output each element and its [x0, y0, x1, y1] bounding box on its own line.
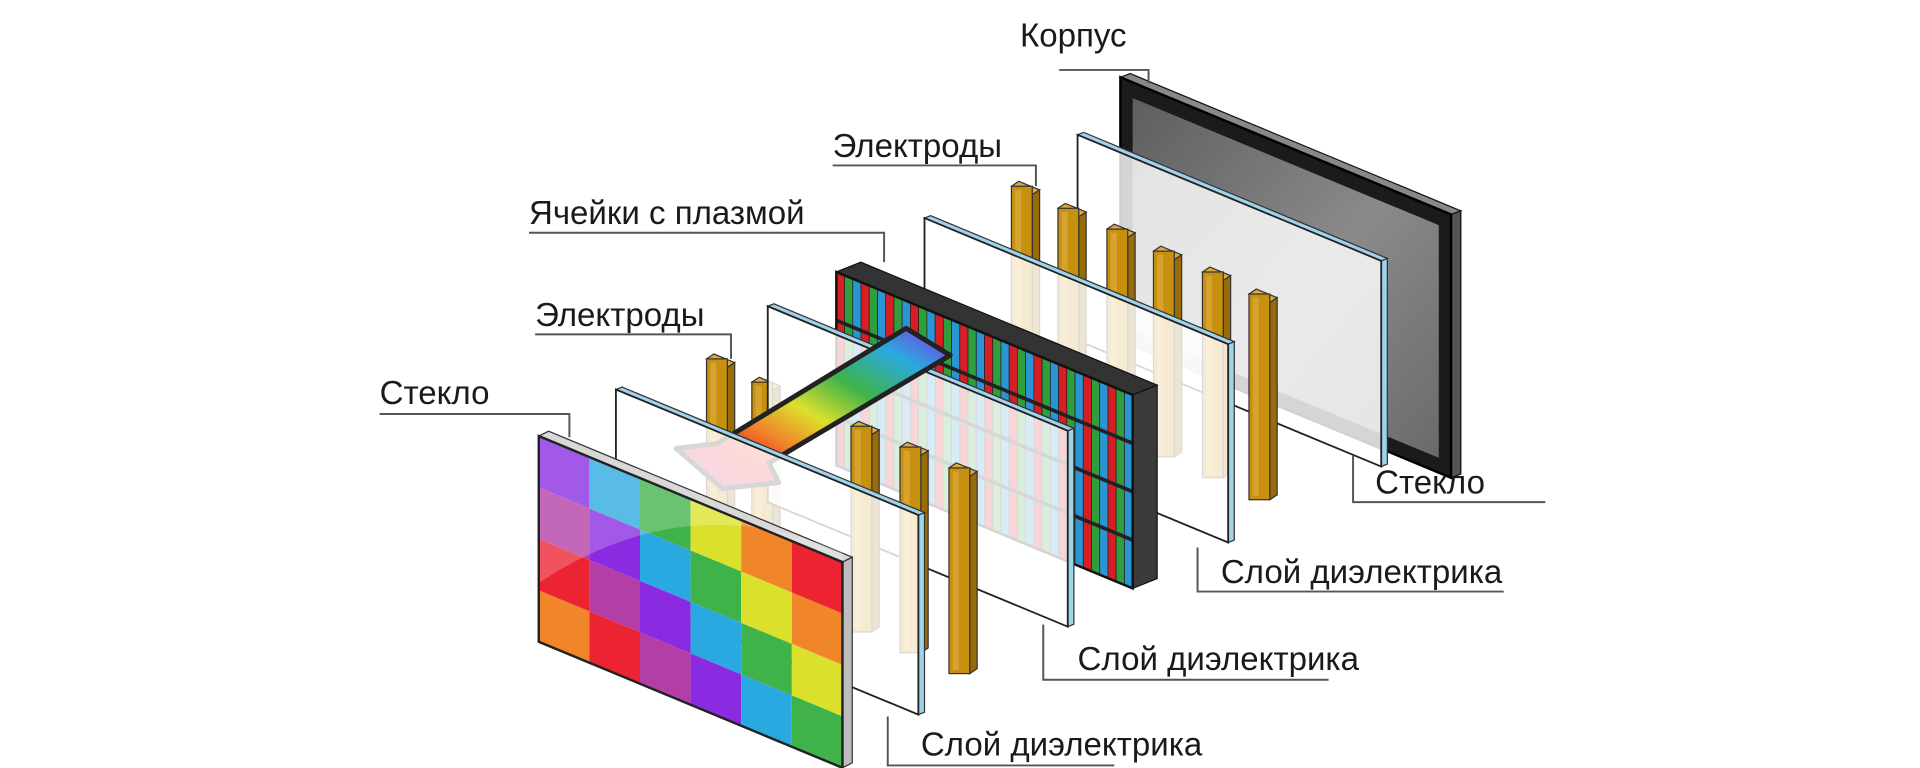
leaders-group — [379, 68, 1546, 767]
color-cell — [690, 550, 742, 623]
electrode-back-6 — [1247, 288, 1279, 501]
label-case: Корпус — [1020, 18, 1127, 55]
label-glass-back: Стекло — [1375, 465, 1485, 502]
label-glass-front: Стекло — [380, 375, 490, 412]
color-cell — [640, 478, 691, 551]
electrode-back-6-side — [1269, 296, 1278, 501]
label-plasma-cells: Ячейки с плазмой — [529, 195, 805, 232]
electrode-front-5-face — [948, 467, 971, 675]
glass-front-panel — [537, 430, 854, 768]
color-cell — [538, 590, 590, 663]
leader-dielectric-back — [1196, 547, 1504, 593]
color-cell — [589, 457, 640, 530]
dielectric-front-edge — [917, 511, 926, 716]
leader-case — [1059, 68, 1150, 84]
label-dielectric-front: Слой диэлектрика — [921, 727, 1203, 764]
case-side — [1450, 209, 1462, 479]
color-cell — [538, 436, 590, 509]
color-cell — [589, 559, 640, 633]
electrode-front-5 — [947, 462, 979, 675]
color-cell — [690, 601, 742, 675]
color-cell — [791, 643, 843, 717]
layers-group — [537, 72, 1463, 768]
glass-front-side — [841, 556, 853, 768]
label-dielectric-back: Слой диэлектрика — [1221, 554, 1503, 591]
color-cell — [741, 622, 792, 696]
color-cell — [538, 538, 590, 612]
leader-dielectric-front — [886, 716, 1115, 767]
glass-reflection — [538, 436, 843, 583]
color-cell — [640, 580, 691, 654]
electrode-front-5-side — [969, 470, 978, 675]
label-dielectric-middle: Слой диэлектрика — [1078, 641, 1360, 678]
leader-glass-front — [379, 413, 571, 438]
color-cell — [589, 508, 640, 581]
label-electrodes-front: Электроды — [535, 297, 704, 334]
color-cell — [741, 520, 792, 593]
color-cell — [640, 529, 691, 602]
color-cell — [690, 499, 742, 572]
electrode-back-6-face — [1248, 293, 1271, 501]
color-cell — [741, 674, 792, 747]
plasma-side — [1132, 384, 1158, 590]
color-cell — [791, 592, 843, 665]
color-cell — [640, 632, 691, 705]
leader-glass-back — [1352, 455, 1546, 504]
leader-electrodes-back — [832, 164, 1037, 187]
label-electrodes-back: Электроды — [833, 128, 1002, 165]
leader-plasma-cells — [528, 231, 886, 263]
color-cell — [589, 611, 640, 684]
leader-dielectric-middle — [1042, 624, 1329, 681]
electrode-front-5-highlight — [952, 471, 959, 670]
electrode-back-6-highlight — [1252, 297, 1259, 497]
color-cell — [741, 571, 792, 644]
color-cell — [538, 487, 590, 560]
color-cell — [791, 695, 843, 768]
leader-electrodes-front — [535, 333, 732, 359]
color-cell — [690, 653, 742, 726]
color-cell — [791, 541, 843, 614]
